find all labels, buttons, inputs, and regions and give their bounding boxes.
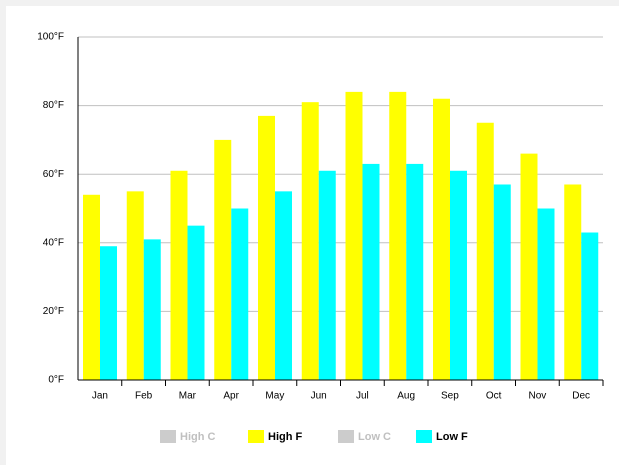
legend-label: Low C	[358, 431, 391, 443]
legend-swatch	[248, 430, 264, 443]
bar	[126, 191, 144, 380]
bar	[100, 246, 117, 380]
x-tick-label: Oct	[486, 391, 502, 402]
bar	[345, 91, 363, 380]
bar	[493, 184, 511, 380]
bar	[406, 163, 424, 380]
x-tick-label: Dec	[572, 391, 590, 402]
bar	[170, 170, 188, 380]
y-tick-label: 0°F	[48, 375, 64, 386]
bar	[520, 153, 538, 380]
legend-label: High C	[180, 431, 215, 443]
x-tick-label: Nov	[528, 391, 546, 402]
bar	[187, 225, 205, 380]
y-tick-label: 100°F	[37, 32, 64, 43]
x-tick-label: Sep	[441, 391, 459, 402]
x-tick-label: Jul	[356, 391, 369, 402]
legend-swatch	[416, 430, 432, 443]
x-tick-label: Mar	[179, 391, 197, 402]
bar	[301, 102, 319, 381]
legend-label: Low F	[436, 431, 468, 443]
bar	[537, 208, 555, 380]
bar	[258, 115, 275, 380]
bar	[143, 239, 161, 380]
bar	[450, 170, 467, 380]
bar	[433, 98, 450, 381]
y-tick-label: 20°F	[43, 306, 64, 317]
x-tick-label: Apr	[223, 391, 239, 402]
x-tick-label: Jan	[92, 391, 108, 402]
bar	[214, 139, 232, 380]
bar	[389, 91, 407, 380]
x-tick-label: May	[265, 391, 284, 402]
x-tick-label: Jun	[311, 391, 327, 402]
bar	[231, 208, 249, 380]
x-tick-label: Feb	[135, 391, 153, 402]
bar	[581, 232, 599, 380]
y-tick-label: 40°F	[43, 237, 64, 248]
bar	[362, 163, 380, 380]
legend-label: High F	[268, 431, 302, 443]
y-tick-label: 60°F	[43, 169, 64, 180]
legend-swatch	[338, 430, 354, 443]
legend-swatch	[160, 430, 176, 443]
bar	[83, 194, 100, 380]
bar	[318, 170, 336, 380]
bar	[564, 184, 582, 380]
bar	[275, 191, 292, 380]
x-tick-label: Aug	[397, 391, 415, 402]
y-tick-label: 80°F	[43, 100, 64, 111]
bar	[476, 122, 494, 380]
